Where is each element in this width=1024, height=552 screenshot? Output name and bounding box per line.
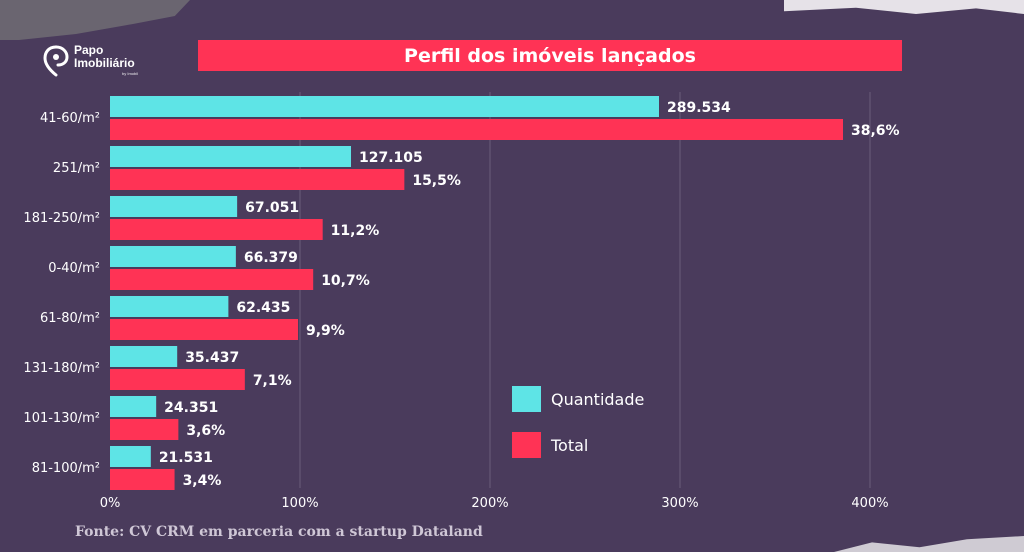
category-label: 61-80/m² [40,311,100,326]
bar-quantidade [110,396,157,417]
bar-total [110,169,405,190]
legend-label-total: Total [551,435,589,455]
category-label: 0-40/m² [48,261,100,276]
data-label-total: 10,7% [321,273,370,289]
category-label: 251/m² [53,161,100,176]
bar-total [110,119,843,140]
data-label-quantidade: 289.534 [667,100,731,116]
logo-mark-icon [43,45,69,77]
legend-item-quantidade: Quantidade [512,386,644,412]
category-label: 181-250/m² [23,211,100,226]
data-label-total: 38,6% [851,123,900,139]
x-tick-label: 100% [281,496,318,511]
legend-swatch-total [512,432,541,458]
bar-quantidade [110,296,229,317]
legend-swatch-quantidade [512,386,541,412]
brand-name: Papo Imobiliário [74,44,135,70]
bar-total [110,219,323,240]
bar-total [110,369,245,390]
data-label-total: 15,5% [412,173,461,189]
chart-title: Perfil dos imóveis lançados [198,40,902,71]
data-label-quantidade: 127.105 [359,150,423,166]
data-label-total: 7,1% [253,373,292,389]
data-label-total: 3,6% [186,423,225,439]
bar-total [110,469,175,490]
category-label: 81-100/m² [32,461,100,476]
category-label: 41-60/m² [40,111,100,126]
bar-total [110,319,298,340]
category-label: 131-180/m² [23,361,100,376]
bar-quantidade [110,146,352,167]
data-label-quantidade: 62.435 [236,300,290,316]
x-tick-label: 0% [100,496,121,511]
category-label: 101-130/m² [23,411,100,426]
brand-sub: by Imobil [122,71,139,76]
brand-line1: Papo [74,43,104,57]
data-label-total: 9,9% [306,323,345,339]
x-tick-label: 200% [471,496,508,511]
bar-quantidade [110,446,151,467]
bar-quantidade [110,196,238,217]
bar-quantidade [110,246,236,267]
brand-line2: Imobiliário [74,56,135,70]
x-tick-label: 300% [661,496,698,511]
data-label-quantidade: 21.531 [159,450,213,466]
bar-quantidade [110,96,659,117]
legend-item-total: Total [512,432,588,458]
brand-logo: Papo Imobiliário by Imobil [42,44,182,80]
data-label-quantidade: 67.051 [245,200,299,216]
chart-legend: Quantidade Total [512,386,712,466]
data-label-total: 11,2% [331,223,380,239]
bar-total [110,419,179,440]
data-label-quantidade: 66.379 [244,250,298,266]
bar-total [110,269,314,290]
legend-label-quantidade: Quantidade [551,389,645,409]
data-label-quantidade: 24.351 [164,400,218,416]
x-tick-label: 400% [851,496,888,511]
bar-quantidade [110,346,178,367]
data-label-total: 3,4% [183,473,222,489]
source-note: Fonte: CV CRM em parceria com a startup … [75,524,483,540]
data-label-quantidade: 35.437 [185,350,239,366]
